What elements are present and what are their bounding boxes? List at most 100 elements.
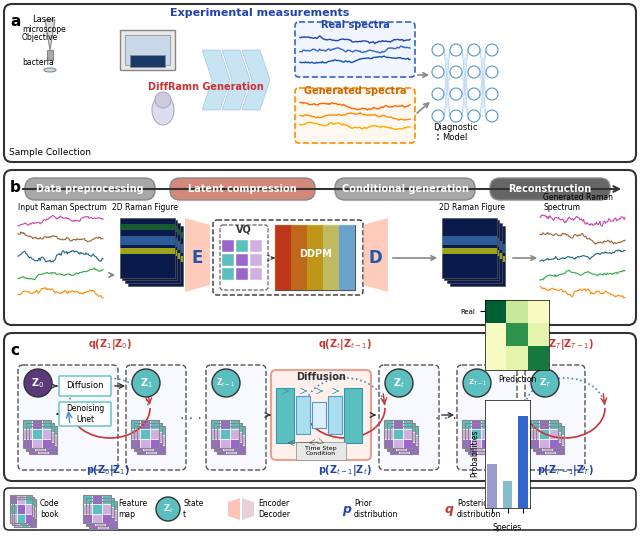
Bar: [156, 426, 165, 435]
X-axis label: Species: Species: [493, 523, 522, 532]
Bar: [25, 504, 32, 514]
Bar: [95, 498, 105, 508]
Bar: [233, 433, 242, 442]
Circle shape: [486, 66, 498, 78]
Text: Conditional generation: Conditional generation: [342, 184, 468, 194]
Bar: [147, 426, 156, 435]
Bar: [29, 426, 38, 435]
Bar: [474, 442, 484, 451]
Bar: [465, 442, 474, 451]
Bar: [45, 442, 54, 451]
Bar: [27, 516, 34, 525]
Bar: [140, 438, 150, 448]
Text: Laser: Laser: [32, 15, 55, 24]
Bar: [409, 444, 418, 454]
Bar: [21, 508, 29, 518]
Bar: [486, 435, 496, 444]
Text: Encoder
Decoder: Encoder Decoder: [258, 500, 290, 519]
Bar: [223, 433, 233, 442]
Bar: [147, 435, 156, 444]
Text: Z$_t$: Z$_t$: [163, 503, 173, 515]
Bar: [222, 240, 234, 252]
Bar: [140, 420, 150, 429]
Bar: [23, 420, 51, 448]
Text: Data preprocessing: Data preprocessing: [36, 184, 144, 194]
Bar: [29, 426, 57, 454]
Bar: [533, 442, 542, 451]
Bar: [108, 510, 117, 519]
Polygon shape: [242, 498, 254, 520]
Bar: [105, 508, 114, 517]
Bar: [143, 423, 153, 433]
Bar: [223, 423, 233, 433]
Bar: [406, 442, 415, 451]
Polygon shape: [242, 50, 270, 110]
Bar: [442, 248, 497, 254]
Bar: [211, 420, 220, 429]
Bar: [536, 426, 564, 454]
Bar: [236, 240, 248, 252]
Bar: [230, 429, 239, 438]
Bar: [236, 426, 245, 435]
Bar: [296, 442, 346, 460]
Bar: [134, 423, 143, 433]
Bar: [214, 423, 223, 433]
Bar: [447, 253, 502, 259]
Bar: [33, 429, 42, 438]
Bar: [542, 442, 552, 451]
Bar: [530, 438, 540, 448]
Bar: [19, 516, 27, 525]
Bar: [47, 426, 57, 435]
Text: · · ·: · · ·: [180, 412, 202, 426]
Bar: [25, 495, 32, 504]
Bar: [14, 508, 21, 518]
Circle shape: [450, 44, 462, 56]
Bar: [323, 225, 339, 290]
Bar: [276, 388, 294, 443]
Bar: [23, 420, 33, 429]
Bar: [486, 444, 496, 454]
Bar: [339, 225, 355, 290]
Bar: [137, 444, 147, 454]
Bar: [447, 241, 502, 250]
Bar: [45, 423, 54, 433]
Text: Objective: Objective: [22, 33, 58, 42]
Bar: [120, 236, 175, 245]
Bar: [42, 429, 51, 438]
Bar: [530, 420, 540, 429]
Bar: [83, 514, 92, 523]
Bar: [131, 438, 140, 448]
Bar: [131, 420, 140, 429]
Bar: [83, 495, 92, 504]
Text: Denoising
Unet: Denoising Unet: [66, 404, 104, 424]
Bar: [42, 420, 51, 429]
Bar: [29, 508, 36, 518]
Bar: [42, 438, 51, 448]
Bar: [533, 423, 561, 451]
Bar: [35, 433, 45, 442]
Bar: [344, 388, 362, 443]
Bar: [217, 426, 245, 454]
Text: Generated spectra: Generated spectra: [304, 86, 406, 96]
Bar: [35, 442, 45, 451]
Bar: [227, 426, 236, 435]
Bar: [394, 429, 403, 438]
Bar: [387, 442, 396, 451]
Polygon shape: [222, 50, 250, 110]
Bar: [540, 420, 548, 429]
Bar: [122, 220, 177, 280]
Text: c: c: [10, 343, 19, 358]
Bar: [125, 253, 180, 259]
Text: q(Z$_1$|Z$_0$): q(Z$_1$|Z$_0$): [88, 337, 132, 352]
Circle shape: [432, 44, 444, 56]
Bar: [120, 224, 175, 230]
Bar: [153, 433, 162, 442]
Bar: [86, 508, 95, 517]
X-axis label: Prediction: Prediction: [498, 375, 536, 384]
Bar: [236, 435, 245, 444]
FancyBboxPatch shape: [25, 178, 155, 200]
Bar: [548, 429, 558, 438]
Bar: [484, 442, 493, 451]
Bar: [542, 433, 552, 442]
Bar: [137, 426, 165, 454]
